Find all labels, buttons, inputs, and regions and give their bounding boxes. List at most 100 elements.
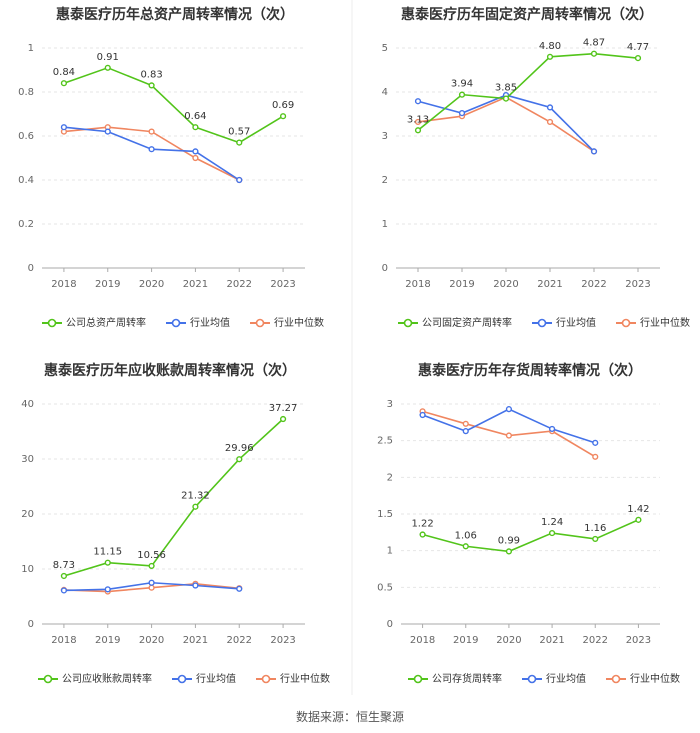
y-tick-label: 1.5 <box>377 509 393 520</box>
data-point <box>192 582 199 589</box>
data-label: 29.96 <box>225 443 254 454</box>
legend-label: 公司存货周转率 <box>432 672 502 685</box>
legend-label: 行业均值 <box>546 672 586 685</box>
legend-label: 行业均值 <box>196 672 236 685</box>
series-line-3 <box>63 126 240 181</box>
legend-label: 行业均值 <box>190 316 230 329</box>
y-tick-label: 0.5 <box>377 582 393 593</box>
data-point <box>104 128 111 135</box>
data-point <box>236 456 243 463</box>
legend-item-3[interactable]: 行业中位数 <box>250 316 324 329</box>
legend-item-2[interactable]: 行业均值 <box>522 672 586 685</box>
legend-item-3[interactable]: 行业中位数 <box>616 316 690 329</box>
data-point <box>148 82 155 89</box>
data-point <box>462 420 469 427</box>
data-label: 11.15 <box>93 547 122 558</box>
x-tick-label: 2023 <box>270 279 295 290</box>
data-label: 0.91 <box>97 52 119 63</box>
data-point <box>236 585 243 592</box>
legend-item-1[interactable]: 公司固定资产周转率 <box>398 316 512 329</box>
data-point <box>419 411 426 419</box>
y-tick-label: 2 <box>382 175 388 186</box>
data-label: 0.69 <box>272 100 294 111</box>
x-tick-label: 2021 <box>183 279 208 290</box>
data-label: 3.94 <box>451 79 473 90</box>
x-tick-label: 2022 <box>581 279 606 290</box>
y-tick-label: 30 <box>21 454 34 465</box>
legend-item-2[interactable]: 行业均值 <box>532 316 596 329</box>
y-tick-label: 0.8 <box>18 87 34 98</box>
data-label: 3.85 <box>495 83 517 94</box>
x-tick-label: 2022 <box>227 635 252 646</box>
data-point <box>592 535 599 543</box>
data-point <box>505 432 513 439</box>
legend-label: 行业中位数 <box>280 672 330 685</box>
data-point <box>104 64 111 71</box>
data-point <box>414 118 422 126</box>
data-label: 10.56 <box>137 550 166 561</box>
data-label: 1.24 <box>541 517 563 528</box>
legend-marker <box>413 674 423 684</box>
y-tick-label: 0 <box>382 263 388 274</box>
data-point <box>148 128 155 135</box>
data-point <box>192 124 199 131</box>
data-point <box>414 98 422 105</box>
data-point <box>148 146 155 153</box>
y-tick-label: 0.2 <box>18 219 34 230</box>
y-tick-label: 0.4 <box>18 175 34 186</box>
series-line-1 <box>422 519 639 553</box>
data-point <box>634 55 642 62</box>
x-tick-label: 2019 <box>95 635 120 646</box>
data-label: 4.87 <box>583 38 605 49</box>
legend-item-3[interactable]: 行业中位数 <box>606 672 680 685</box>
data-label: 1.22 <box>411 519 433 530</box>
data-point <box>458 91 466 98</box>
chart-title: 惠泰医疗历年总资产周转率情况（次） <box>56 6 294 23</box>
data-point <box>60 587 68 594</box>
legend-marker <box>43 674 53 684</box>
data-point <box>279 415 287 423</box>
data-point <box>505 406 513 413</box>
x-tick-label: 2023 <box>626 635 651 646</box>
x-tick-label: 2020 <box>139 279 164 290</box>
data-point <box>60 124 68 131</box>
legend-item-2[interactable]: 行业均值 <box>166 316 230 329</box>
chart-3: 惠泰医疗历年应收账款周转率情况（次） 0 10 20 30 40 2018 2019 2020 2… <box>21 362 330 685</box>
data-label: 0.99 <box>498 535 520 546</box>
data-label: 3.13 <box>407 114 429 125</box>
data-label: 37.27 <box>269 403 298 414</box>
legend-item-1[interactable]: 公司应收账款周转率 <box>38 672 152 685</box>
data-point <box>236 139 243 146</box>
chart-2: 惠泰医疗历年固定资产周转率情况（次） 0 1 2 3 4 5 2018 2019 2020 2021… <box>382 6 690 329</box>
legend-label: 行业中位数 <box>274 316 324 329</box>
legend-label: 公司固定资产周转率 <box>422 316 512 329</box>
data-point <box>462 543 469 550</box>
data-point <box>104 586 111 593</box>
legend-item-1[interactable]: 公司总资产周转率 <box>42 316 146 329</box>
data-label: 4.77 <box>627 42 649 53</box>
legend-marker <box>621 318 631 328</box>
data-point <box>548 425 556 433</box>
legend-marker <box>527 674 537 684</box>
x-tick-label: 2019 <box>453 635 478 646</box>
x-tick-label: 2020 <box>493 279 518 290</box>
y-tick-label: 10 <box>21 564 34 575</box>
data-point <box>502 95 510 102</box>
x-tick-label: 2018 <box>51 635 76 646</box>
data-point <box>148 584 155 591</box>
data-label: 4.80 <box>539 41 561 52</box>
chart-title: 惠泰医疗历年固定资产周转率情况（次） <box>401 6 653 23</box>
legend-item-1[interactable]: 公司存货周转率 <box>408 672 502 685</box>
y-tick-label: 1 <box>28 43 34 54</box>
legend-marker <box>403 318 413 328</box>
legend-item-3[interactable]: 行业中位数 <box>256 672 330 685</box>
legend-label: 公司应收账款周转率 <box>62 672 152 685</box>
y-tick-label: 2.5 <box>377 436 393 447</box>
legend-item-2[interactable]: 行业均值 <box>172 672 236 685</box>
series-line-1 <box>417 52 639 131</box>
source-note: 数据来源：恒生聚源 <box>295 710 404 724</box>
x-tick-label: 2018 <box>405 279 430 290</box>
data-point <box>148 579 155 586</box>
x-tick-label: 2019 <box>449 279 474 290</box>
data-label: 0.83 <box>140 69 162 80</box>
